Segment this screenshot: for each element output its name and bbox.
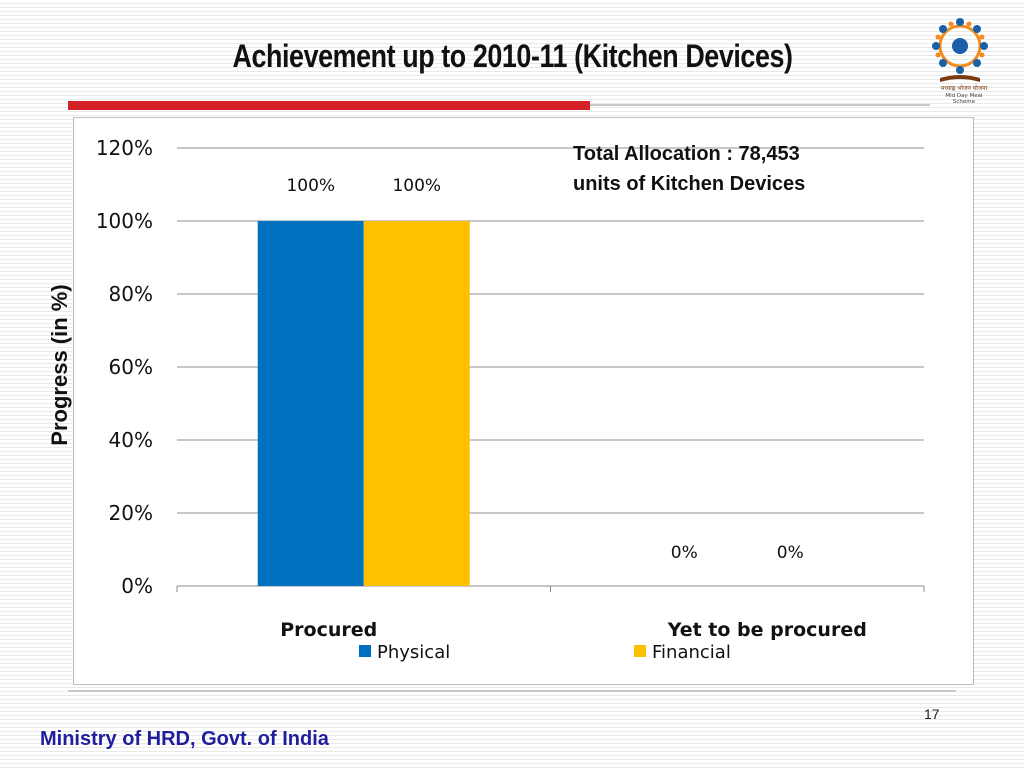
data-label: 0% bbox=[777, 543, 804, 563]
data-label: 100% bbox=[286, 176, 335, 196]
x-category-label: Yet to be procured bbox=[667, 619, 867, 641]
logo-text-hindi: मध्याह्न भोजन योजना bbox=[940, 85, 988, 92]
y-tick-label: 80% bbox=[109, 282, 153, 306]
legend-swatch-physical bbox=[359, 645, 371, 657]
bar-physical-0 bbox=[257, 221, 364, 586]
slide-title: Achievement up to 2010-11 (Kitchen Devic… bbox=[232, 38, 793, 74]
x-category-label: Procured bbox=[280, 619, 377, 641]
legend-swatch-financial bbox=[634, 645, 646, 657]
mid-day-meal-logo-icon bbox=[930, 16, 990, 106]
bar-chart: 0% 20% 40% 60% 80% 100% 120% 100% 100% Procured 0%… bbox=[96, 136, 925, 663]
legend-label-financial: Financial bbox=[652, 642, 731, 663]
data-label: 0% bbox=[671, 543, 698, 563]
y-tick-label: 60% bbox=[109, 355, 153, 379]
data-label: 100% bbox=[392, 176, 441, 196]
y-tick-label: 20% bbox=[109, 501, 153, 525]
y-tick-label: 40% bbox=[109, 428, 153, 452]
y-axis-label: Progress (in %) bbox=[47, 284, 72, 446]
title-underline-accent bbox=[68, 101, 590, 110]
legend-label-physical: Physical bbox=[377, 642, 450, 663]
logo-text-english: Mid Day Meal Scheme bbox=[945, 93, 983, 105]
annotation-line-1: Total Allocation : 78,453 bbox=[573, 143, 800, 165]
y-tick-label: 120% bbox=[96, 136, 153, 160]
page-number: 17 bbox=[924, 706, 940, 722]
annotation-line-2: units of Kitchen Devices bbox=[573, 173, 806, 195]
footer-ministry: Ministry of HRD, Govt. of India bbox=[40, 728, 329, 750]
chart-annotation: Total Allocation : 78,453 units of Kitch… bbox=[573, 139, 893, 199]
chart-area: 0% 20% 40% 60% 80% 100% 120% 100% 100% Procured 0%… bbox=[73, 117, 974, 685]
y-tick-label: 100% bbox=[96, 209, 153, 233]
title-underline-rule bbox=[590, 104, 930, 106]
bar-financial-0 bbox=[363, 221, 470, 586]
y-tick-label: 0% bbox=[121, 574, 153, 598]
footer-rule bbox=[68, 690, 956, 692]
